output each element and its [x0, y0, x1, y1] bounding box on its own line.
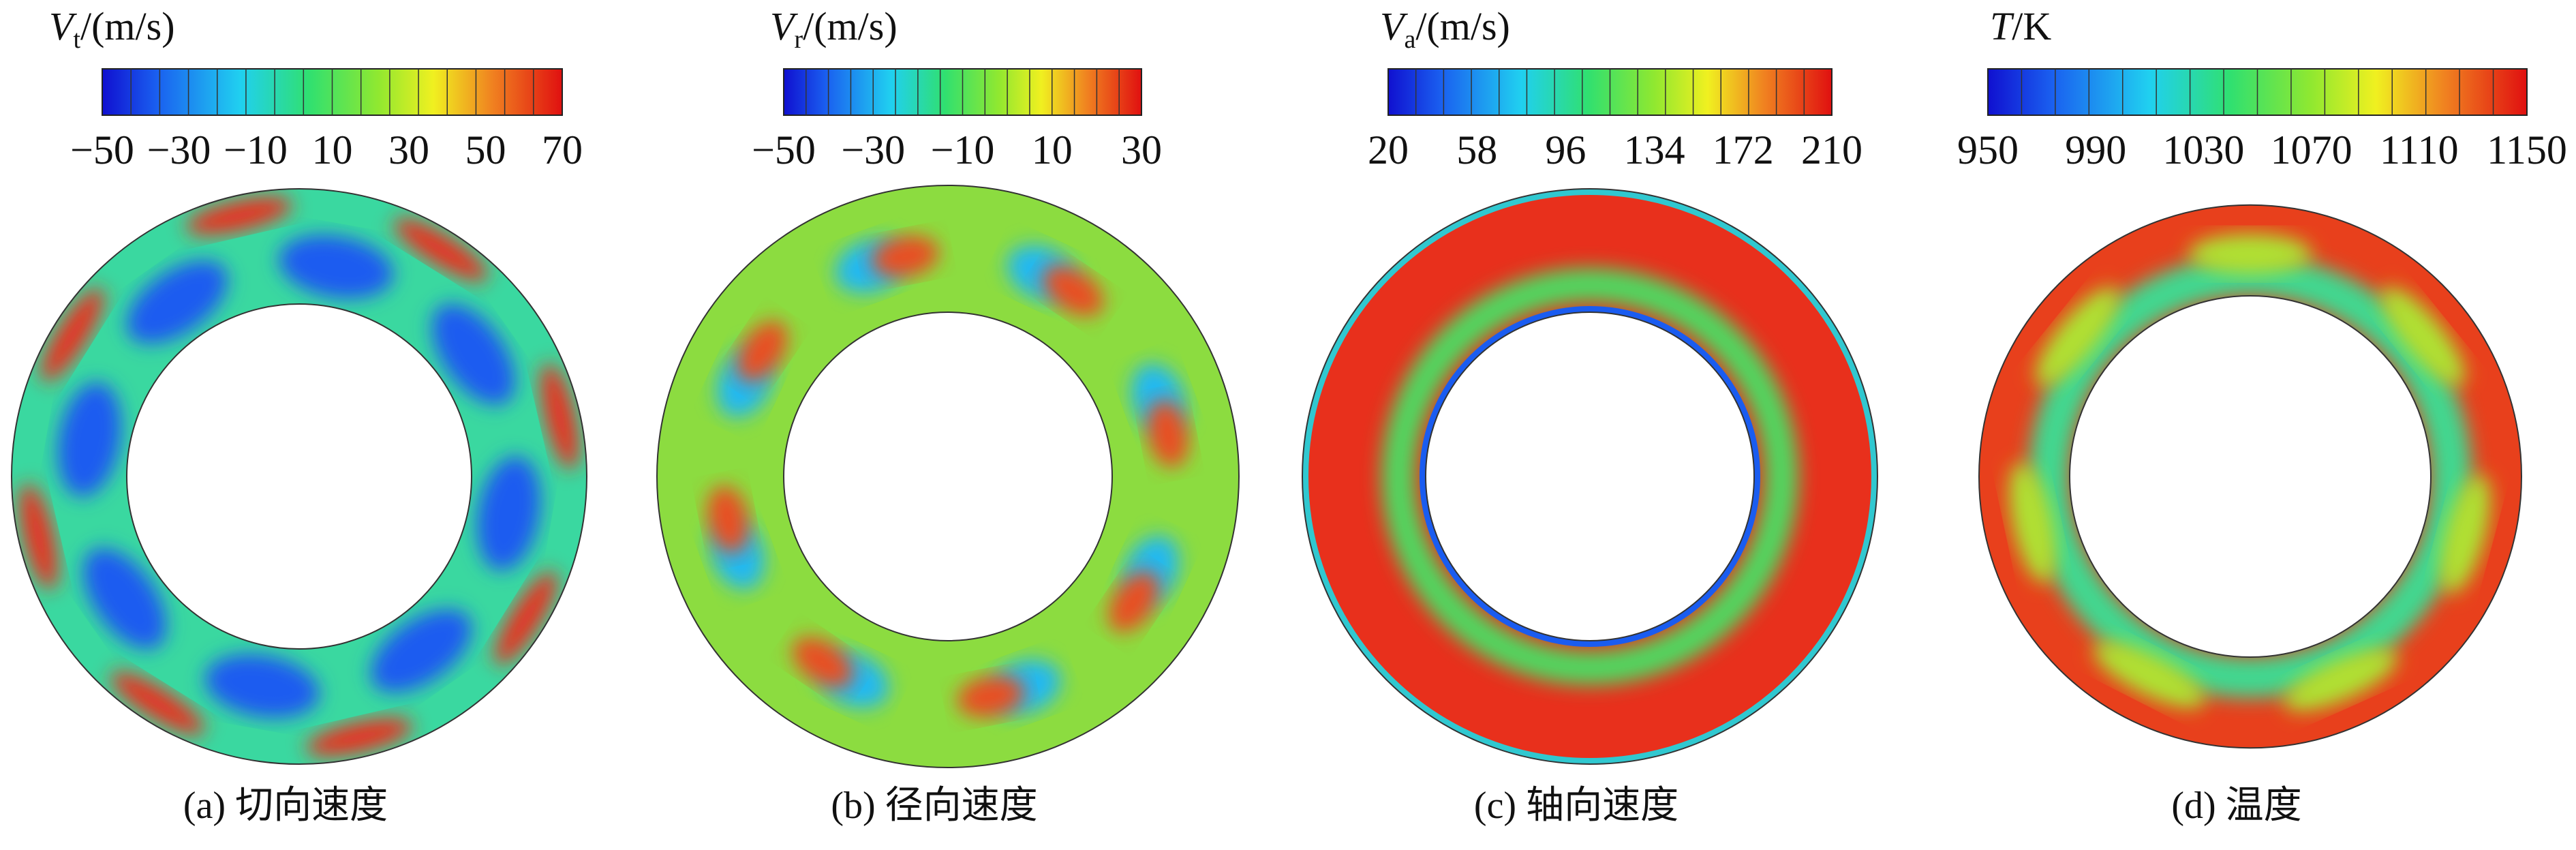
- colorbar-title: Vr/(m/s): [770, 4, 898, 54]
- contour-blob: [494, 571, 558, 665]
- contour-blob: [792, 637, 853, 688]
- contour-blob: [2008, 462, 2057, 583]
- colorbar-tick-label: −30: [841, 127, 905, 172]
- symbol: V: [1380, 4, 1409, 48]
- colorbar-tick-label: −10: [224, 127, 288, 172]
- colorbar-tick-label: −30: [147, 127, 211, 172]
- colorbar-tick-label: 58: [1456, 127, 1497, 172]
- symbol: T: [1990, 4, 2014, 48]
- caption: (c) 轴向速度: [1474, 785, 1678, 827]
- unit: /(m/s): [80, 4, 175, 48]
- caption: (d) 温度: [2171, 785, 2301, 827]
- contour-blob: [40, 288, 104, 382]
- contour-base: [657, 185, 1239, 768]
- contour-plot: [12, 189, 587, 764]
- unit: /(m/s): [1415, 4, 1510, 48]
- colorbar-tick-label: 96: [1545, 127, 1586, 172]
- colorbar-tick-label: −50: [70, 127, 134, 172]
- contour-blob: [540, 363, 579, 470]
- colorbar-tick-label: 10: [312, 127, 353, 172]
- colorbar-tick-label: −10: [931, 127, 995, 172]
- panel: T/K 950 990 1030 1070 1110 1150 (d) 温度: [1957, 4, 2567, 827]
- contour-blob: [394, 217, 488, 282]
- annulus-outline: [1301, 188, 1879, 765]
- colorbar-title: Vt/(m/s): [49, 4, 175, 54]
- contour-blob: [1108, 571, 1160, 633]
- panel: Vr/(m/s) −50 −30 −10 10 30 (b) 径向速度: [656, 4, 1240, 827]
- panel: Vt/(m/s) −50 −30 −10 10 30 50 70 (a) 切向速度: [10, 4, 588, 827]
- colorbar-title: T/K: [1990, 4, 2051, 48]
- contour-blob: [83, 547, 167, 650]
- subscript: t: [73, 25, 80, 54]
- contour-blob: [306, 718, 413, 757]
- contour-blob: [871, 235, 939, 278]
- colorbar-tick-label: 20: [1368, 127, 1409, 172]
- colorbar-tick-label: 950: [1957, 127, 2019, 172]
- unit: /K: [2012, 4, 2051, 48]
- colorbar-tick-label: 134: [1624, 127, 1685, 172]
- contour-blob: [431, 303, 515, 406]
- contour-edge: [1420, 306, 1760, 647]
- contour-blob: [1043, 264, 1104, 316]
- colorbar-title: Va/(m/s): [1380, 4, 1510, 54]
- contour-band: [1381, 268, 1798, 685]
- subscript: r: [794, 25, 803, 54]
- caption: (b) 径向速度: [831, 785, 1037, 827]
- contour-blob: [2094, 641, 2205, 708]
- contour-blob: [476, 456, 541, 571]
- panel: Va/(m/s) 20 58 96 134 172 210 (c) 轴向速度: [1301, 4, 1879, 827]
- contour-blob: [126, 260, 228, 344]
- colorbar-tick-label: −50: [752, 127, 816, 172]
- contour-edge: [1302, 189, 1877, 764]
- caption: (a) 切向速度: [183, 785, 388, 827]
- contour-blob: [370, 609, 472, 693]
- contour-blob: [204, 654, 320, 718]
- contour-blob: [2381, 287, 2465, 386]
- contour-blob: [110, 671, 204, 735]
- contour-plot: [1302, 189, 1877, 764]
- contour-blob: [736, 320, 788, 382]
- contour-blob: [1146, 399, 1189, 468]
- colorbar-tick-label: 30: [1121, 127, 1162, 172]
- colorbar-tick-label: 50: [465, 127, 506, 172]
- contour-blob: [57, 382, 122, 497]
- contour-blob: [2036, 287, 2119, 386]
- annulus-outline: [10, 188, 588, 765]
- colorbar-tick-label: 990: [2065, 127, 2126, 172]
- contour-blob: [279, 234, 394, 299]
- contour-blob: [2189, 233, 2312, 275]
- colorbar-tick-label: 1110: [2380, 127, 2459, 172]
- contour-blob: [19, 483, 58, 590]
- contour-plot: [1979, 205, 2521, 748]
- contour-band: [2029, 255, 2472, 698]
- colorbar-tick-label: 1030: [2162, 127, 2244, 172]
- annulus-outline: [656, 185, 1240, 768]
- contour-blob: [957, 675, 1025, 718]
- colorbar-tick-label: 70: [542, 127, 583, 172]
- contour-plot: [657, 185, 1239, 768]
- colorbar-tick-label: 10: [1032, 127, 1073, 172]
- colorbar-tick-label: 172: [1713, 127, 1774, 172]
- symbol: V: [49, 4, 78, 48]
- contour-blob: [2284, 648, 2397, 711]
- contour-blob: [2440, 474, 2491, 594]
- colorbar-tick-label: 1070: [2271, 127, 2352, 172]
- contour-blob: [707, 485, 750, 553]
- contour-blob: [185, 196, 292, 235]
- colorbar-tick-label: 30: [388, 127, 429, 172]
- annulus-outline: [1978, 204, 2523, 748]
- subscript: a: [1404, 25, 1415, 54]
- colorbar-tick-label: 1150: [2487, 127, 2567, 172]
- unit: /(m/s): [803, 4, 898, 48]
- symbol: V: [770, 4, 799, 48]
- colorbar-tick-label: 210: [1801, 127, 1862, 172]
